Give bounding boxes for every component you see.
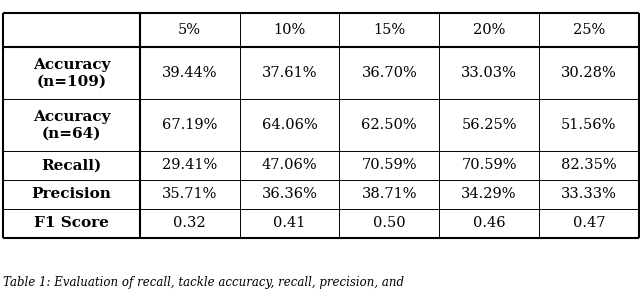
Text: 15%: 15%	[373, 23, 405, 37]
Text: 62.50%: 62.50%	[362, 118, 417, 132]
Text: 0.41: 0.41	[273, 216, 306, 231]
Text: 82.35%: 82.35%	[561, 158, 617, 173]
Text: 30.28%: 30.28%	[561, 66, 617, 80]
Text: 0.46: 0.46	[473, 216, 506, 231]
Text: Accuracy
(n=109): Accuracy (n=109)	[33, 58, 110, 89]
Text: 5%: 5%	[178, 23, 201, 37]
Text: Accuracy
(n=64): Accuracy (n=64)	[33, 110, 110, 140]
Text: 47.06%: 47.06%	[262, 158, 317, 173]
Text: Recall): Recall)	[42, 158, 102, 173]
Text: 56.25%: 56.25%	[461, 118, 517, 132]
Text: 0.47: 0.47	[573, 216, 605, 231]
Text: 33.03%: 33.03%	[461, 66, 517, 80]
Text: 36.70%: 36.70%	[362, 66, 417, 80]
Text: 33.33%: 33.33%	[561, 187, 617, 202]
Text: 20%: 20%	[473, 23, 505, 37]
Text: 39.44%: 39.44%	[162, 66, 218, 80]
Text: 38.71%: 38.71%	[362, 187, 417, 202]
Text: 25%: 25%	[573, 23, 605, 37]
Text: 10%: 10%	[273, 23, 306, 37]
Text: Precision: Precision	[31, 187, 111, 202]
Text: 64.06%: 64.06%	[262, 118, 317, 132]
Text: 0.50: 0.50	[373, 216, 406, 231]
Text: 70.59%: 70.59%	[362, 158, 417, 173]
Text: F1 Score: F1 Score	[34, 216, 109, 231]
Text: 36.36%: 36.36%	[262, 187, 317, 202]
Text: 70.59%: 70.59%	[461, 158, 517, 173]
Text: 51.56%: 51.56%	[561, 118, 616, 132]
Text: 37.61%: 37.61%	[262, 66, 317, 80]
Text: 0.32: 0.32	[173, 216, 206, 231]
Text: 34.29%: 34.29%	[461, 187, 517, 202]
Text: 35.71%: 35.71%	[162, 187, 218, 202]
Text: 29.41%: 29.41%	[162, 158, 218, 173]
Text: Table 1: Evaluation of recall, tackle accuracy, recall, precision, and: Table 1: Evaluation of recall, tackle ac…	[3, 276, 404, 289]
Text: 67.19%: 67.19%	[162, 118, 218, 132]
